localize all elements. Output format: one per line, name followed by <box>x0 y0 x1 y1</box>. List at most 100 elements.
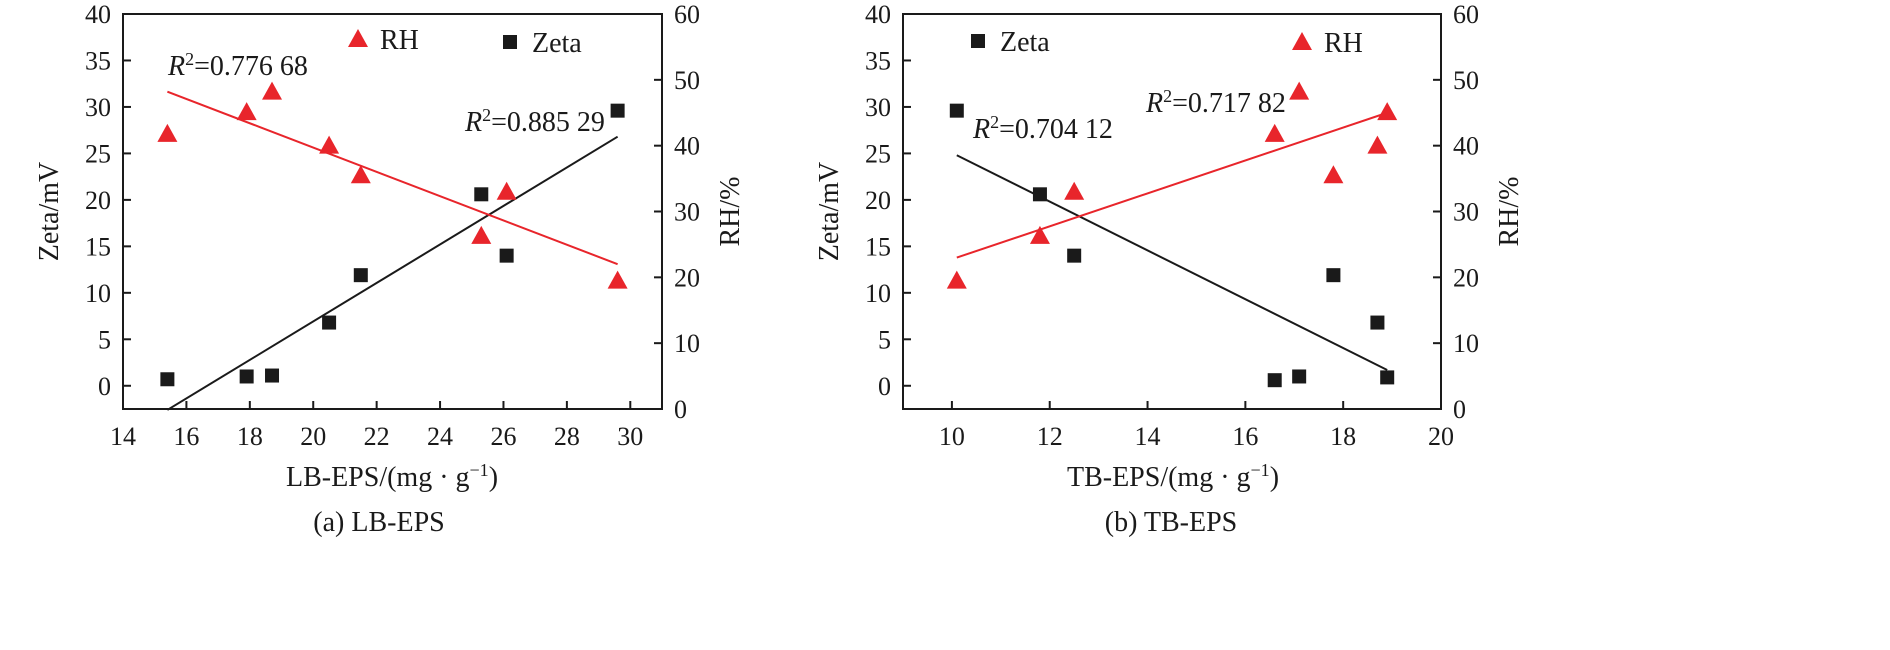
chart-panel-lb-eps: 14 16 18 20 22 24 26 28 30 0 5 10 15 20 25 30 35 40 0 10 20 3… <box>34 0 746 538</box>
y-left-tick-label: 5 <box>98 325 111 354</box>
y-right-tick-label: 0 <box>1453 395 1466 424</box>
y-left-tick-label: 40 <box>865 0 891 29</box>
y-right-tick-label: 0 <box>674 395 687 424</box>
y-left-axis-title: Zeta/mV <box>814 162 845 262</box>
rh-point <box>1377 102 1398 121</box>
y-left-tick-label: 0 <box>878 372 891 401</box>
zeta-r2-label: R2=0.704 12 <box>972 112 1113 145</box>
zeta-fit-line <box>166 135 619 411</box>
rh-r2-label: R2=0.776 68 <box>167 49 308 82</box>
y-left-tick-label: 10 <box>865 279 891 308</box>
legend-zeta-marker <box>503 35 517 49</box>
rh-point <box>236 102 257 121</box>
x-tick-label: 22 <box>364 422 390 451</box>
zeta-fit-line <box>956 154 1388 371</box>
y-left-tick-label: 30 <box>865 93 891 122</box>
y-right-tick-label: 20 <box>1453 263 1479 292</box>
y-left-tick-label: 5 <box>878 325 891 354</box>
plot-frame <box>902 13 1442 410</box>
zeta-point <box>265 368 280 383</box>
y-left-tick-label: 10 <box>85 279 111 308</box>
legend-zeta-label: Zeta <box>532 28 582 59</box>
zeta-point <box>949 103 964 118</box>
x-tick-label: 28 <box>554 422 580 451</box>
y-left-tick-label: 0 <box>98 372 111 401</box>
x-tick-label: 18 <box>1330 422 1356 451</box>
x-tick-label: 16 <box>173 422 199 451</box>
legend-rh-label: RH <box>380 25 419 56</box>
zeta-point <box>1292 369 1307 384</box>
zeta-point <box>610 103 625 118</box>
zeta-point <box>1380 370 1395 385</box>
legend-rh-marker <box>1292 32 1312 50</box>
y-left-tick-label: 25 <box>85 139 111 168</box>
zeta-point <box>160 372 175 387</box>
x-tick-label: 24 <box>427 422 453 451</box>
x-tick-label: 30 <box>617 422 643 451</box>
zeta-point <box>1326 268 1341 283</box>
rh-point <box>319 135 340 154</box>
y-right-tick-label: 20 <box>674 263 700 292</box>
y-left-tick-label: 15 <box>865 232 891 261</box>
chart-panel-tb-eps: 10 12 14 16 18 200510152025303540010203040506… <box>814 0 1525 538</box>
zeta-point <box>1267 373 1282 388</box>
zeta-point <box>1370 315 1385 330</box>
rh-point <box>946 270 967 289</box>
y-right-tick-label: 10 <box>674 329 700 358</box>
rh-point <box>1064 181 1085 200</box>
rh-point <box>157 123 178 142</box>
x-tick-label: 18 <box>237 422 263 451</box>
x-tick-label: 16 <box>1232 422 1258 451</box>
y-left-tick-label: 20 <box>865 186 891 215</box>
y-right-tick-label: 40 <box>674 132 700 161</box>
x-tick-label: 26 <box>490 422 516 451</box>
x-axis-title: LB-EPS/(mg · g−1) <box>286 460 498 493</box>
y-right-tick-label: 60 <box>674 0 700 29</box>
rh-point <box>1289 81 1310 100</box>
y-left-tick-label: 30 <box>85 93 111 122</box>
y-right-tick-label: 10 <box>1453 329 1479 358</box>
y-left-tick-label: 35 <box>865 46 891 75</box>
y-right-axis-title: RH/% <box>715 177 746 247</box>
rh-point <box>1029 225 1050 244</box>
y-left-tick-label: 25 <box>865 139 891 168</box>
zeta-point <box>1032 187 1047 202</box>
y-right-tick-label: 50 <box>1453 66 1479 95</box>
panel-caption: (b) TB-EPS <box>1105 507 1238 538</box>
zeta-r2-label: R2=0.885 29 <box>464 105 605 138</box>
y-right-tick-label: 40 <box>1453 132 1479 161</box>
y-left-tick-label: 15 <box>85 232 111 261</box>
legend-rh-marker <box>348 29 368 47</box>
y-left-tick-label: 35 <box>85 46 111 75</box>
y-right-axis-title: RH/% <box>1494 177 1525 247</box>
rh-point <box>471 225 492 244</box>
y-left-tick-label: 20 <box>85 186 111 215</box>
rh-point <box>1264 123 1285 142</box>
rh-point <box>350 165 371 184</box>
x-tick-label: 20 <box>300 422 326 451</box>
rh-fit-line <box>956 111 1388 259</box>
zeta-point <box>353 268 368 283</box>
legend-rh-label: RH <box>1324 28 1363 59</box>
zeta-point <box>474 187 489 202</box>
zeta-point <box>239 369 254 384</box>
x-axis-title: TB-EPS/(mg · g−1) <box>1067 460 1279 493</box>
y-right-tick-label: 30 <box>1453 198 1479 227</box>
rh-fit-line <box>167 90 618 266</box>
rh-r2-label: R2=0.717 82 <box>1145 86 1286 119</box>
zeta-point <box>499 248 514 263</box>
x-tick-label: 14 <box>1135 422 1161 451</box>
zeta-point <box>322 315 337 330</box>
y-left-axis-title: Zeta/mV <box>34 162 65 262</box>
panel-caption: (a) LB-EPS <box>313 507 444 538</box>
rh-point <box>1323 165 1344 184</box>
y-right-tick-label: 30 <box>674 198 700 227</box>
y-left-tick-label: 40 <box>85 0 111 29</box>
rh-point <box>1367 135 1388 154</box>
legend-zeta-marker <box>971 34 985 48</box>
x-tick-label: 12 <box>1037 422 1063 451</box>
x-tick-label: 20 <box>1428 422 1454 451</box>
y-right-tick-label: 60 <box>1453 0 1479 29</box>
rh-point <box>607 270 628 289</box>
